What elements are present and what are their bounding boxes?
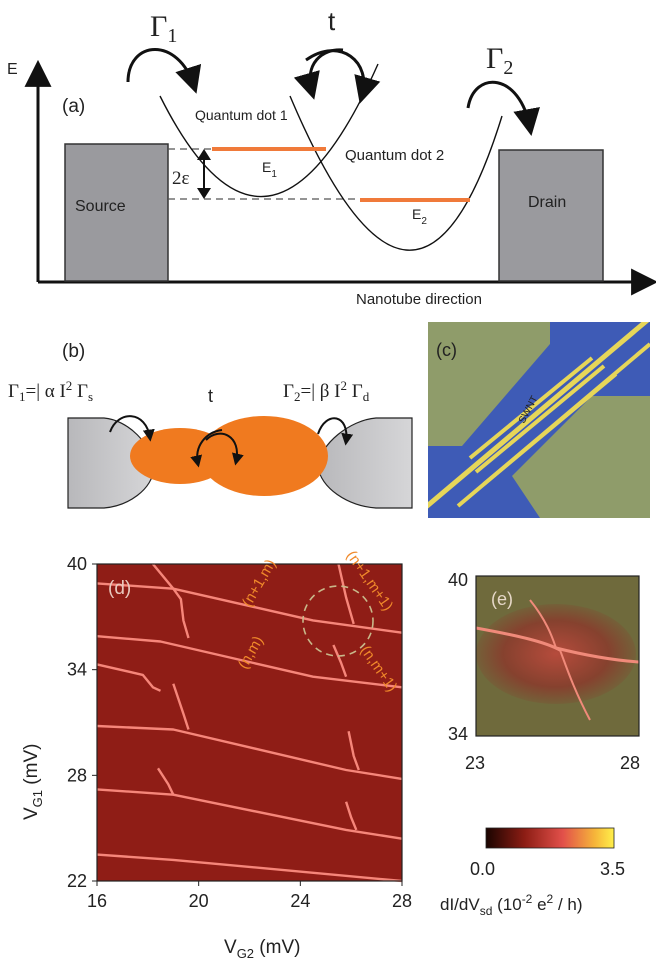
- right-tunnel-arrow: [317, 417, 354, 446]
- transition-line-3: [96, 788, 403, 840]
- plot-e-line-4: [559, 649, 591, 721]
- transition-line-1: [96, 635, 403, 689]
- plot-e-ytick-top: 40: [448, 570, 468, 590]
- plot-e-xtick-right: 28: [620, 753, 640, 773]
- panel-b: (b) Γ1=| α I2 Γs Γ2=| β I2 Γd t: [8, 341, 413, 509]
- electrode-line-3: [468, 356, 594, 460]
- transition-line-9: [337, 563, 355, 625]
- gate-pad-bottom: [512, 396, 650, 518]
- quantum-dot-2-label: Quantum dot 2: [345, 147, 444, 164]
- gate-pad-top: [428, 322, 550, 446]
- e2-label: E2: [412, 206, 427, 227]
- left-tunnel-arrow: [109, 415, 155, 442]
- plot-e-ytick-bottom: 34: [448, 724, 468, 744]
- drain-label: Drain: [528, 194, 566, 211]
- dot-2-blob: [200, 416, 328, 496]
- plot-e-frame: [475, 575, 640, 737]
- gamma-1-label: Γ1: [150, 10, 177, 47]
- panel-c: SWNT (c): [428, 322, 650, 518]
- panel-a-label: (a): [62, 96, 85, 117]
- epsilon-arrow-up-head: [197, 149, 211, 160]
- quantum-dot-1-label: Quantum dot 1: [195, 107, 288, 123]
- nanotube-axis-label: Nanotube direction: [356, 291, 482, 308]
- y-tick-label: 28: [67, 765, 87, 785]
- plot-e-glow: [476, 604, 636, 704]
- panel-b-label: (b): [62, 341, 85, 362]
- transition-line-2: [96, 724, 403, 781]
- epsilon-label: 2ε: [172, 168, 190, 189]
- electrode-line-1: [428, 322, 650, 509]
- plot-d-transitions: [96, 563, 403, 883]
- plot-e-line-2: [555, 646, 640, 664]
- x-axis-label: VG2 (mV): [224, 937, 300, 960]
- x-tick-label: 28: [392, 891, 412, 911]
- drain-lead: [498, 149, 604, 282]
- x-tick-label: 16: [87, 891, 107, 911]
- middle-tunnel-arrow-right: [205, 432, 244, 466]
- gamma-2-arrow: [466, 80, 540, 136]
- transition-line-10: [332, 644, 348, 678]
- panel-e-label: (e): [491, 589, 513, 609]
- y-tick-label: 22: [67, 871, 87, 891]
- electrode-line-4: [474, 364, 606, 474]
- tunneling-arrow-right: [305, 49, 381, 104]
- triple-point-circle: [302, 585, 374, 657]
- transition-line-5: [96, 663, 162, 692]
- plot-e-xtick-left: 23: [465, 753, 485, 773]
- panel-c-label: (c): [436, 340, 457, 360]
- gamma-2-formula: Γ2=| β I2 Γd: [283, 378, 370, 404]
- source-lead: [64, 143, 169, 282]
- plot-d-frame: [96, 563, 403, 882]
- transition-line-0: [96, 582, 403, 634]
- colorbar-gradient: [485, 827, 615, 849]
- e1-label: E1: [262, 159, 277, 180]
- gamma-1-arrow: [126, 48, 202, 94]
- colorbar-label: dI/dVsd (10-2 e2 / h): [440, 892, 583, 918]
- y-ticks: 22 28 34 40: [67, 554, 97, 891]
- transition-line-8: [156, 767, 175, 796]
- gamma-1-formula: Γ1=| α I2 Γs: [8, 378, 93, 404]
- x-ticks: 16 20 24 28: [87, 881, 412, 911]
- energy-axis-label: E: [7, 61, 18, 78]
- colorbar-min: 0.0: [470, 859, 495, 879]
- plot-d-background: [97, 564, 402, 881]
- electrode-line-5: [482, 372, 618, 486]
- x-tick-label: 24: [290, 891, 310, 911]
- transition-line-11: [347, 731, 360, 771]
- y-axis-label: VG1 (mV): [21, 744, 45, 820]
- quantum-dot-1-well: [159, 63, 379, 198]
- tunneling-t-label: t: [328, 6, 336, 36]
- panel-e: (e) 40 34 23 28: [448, 570, 640, 773]
- y-tick-label: 34: [67, 660, 87, 680]
- x-tick-label: 20: [189, 891, 209, 911]
- epsilon-arrow-down-head: [197, 188, 211, 199]
- colorbar: 0.0 3.5 dI/dVsd (10-2 e2 / h): [440, 827, 625, 918]
- transition-line-4: [96, 853, 403, 883]
- right-lead: [317, 417, 413, 509]
- colorbar-max: 3.5: [600, 859, 625, 879]
- panel-d-label: (d): [108, 578, 131, 599]
- transition-line-7: [172, 683, 190, 730]
- quantum-dot-2-well: [289, 95, 503, 251]
- panel-a: E Nanotube direction (a) Source Drain Qu…: [7, 6, 656, 308]
- source-label: Source: [75, 198, 126, 215]
- plot-e-line-3: [529, 599, 557, 649]
- transition-line-6: [151, 563, 190, 639]
- middle-tunnel-arrow-left: [190, 429, 223, 468]
- y-tick-label: 40: [67, 554, 87, 574]
- gamma-2-label: Γ2: [486, 42, 513, 79]
- transition-line-12: [344, 801, 358, 831]
- panel-b-t-label: t: [208, 386, 213, 406]
